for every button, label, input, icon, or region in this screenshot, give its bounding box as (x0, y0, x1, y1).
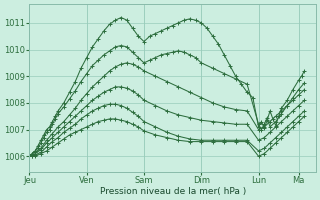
X-axis label: Pression niveau de la mer( hPa ): Pression niveau de la mer( hPa ) (100, 187, 246, 196)
